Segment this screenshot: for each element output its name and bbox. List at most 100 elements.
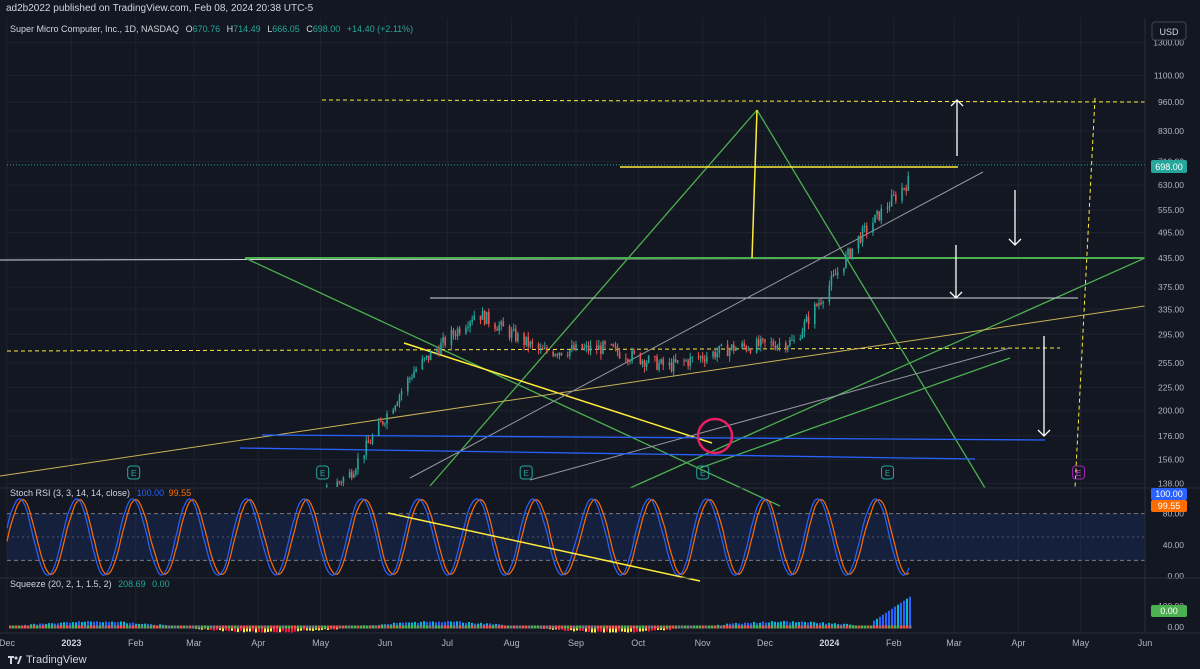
candle-body — [849, 249, 851, 258]
squeeze-bar — [906, 599, 908, 627]
candle-body — [683, 360, 685, 361]
candle-body — [602, 342, 604, 354]
squeeze-dot — [858, 626, 861, 629]
time-tick-label: 2024 — [819, 638, 839, 648]
squeeze-dot — [558, 626, 561, 629]
time-tick-label: Jul — [441, 638, 453, 648]
squeeze-dot — [813, 626, 816, 629]
squeeze-dot — [54, 626, 57, 629]
squeeze-dot — [735, 626, 738, 629]
candle-body — [486, 312, 488, 324]
squeeze-dot — [318, 626, 321, 629]
candle-body — [895, 195, 897, 201]
squeeze-dot — [465, 626, 468, 629]
squeeze-dot — [234, 626, 237, 629]
candle-body — [343, 478, 345, 483]
candle-body — [758, 339, 760, 345]
rsi-k-tag: 100.00 — [1151, 488, 1187, 500]
squeeze-dot — [423, 626, 426, 629]
squeeze-dot — [855, 626, 858, 629]
candle-body — [581, 344, 583, 349]
candle-body — [399, 395, 401, 403]
squeeze-bar — [897, 605, 899, 627]
candle-body — [687, 360, 689, 365]
tradingview-logo-icon — [8, 653, 22, 667]
squeeze-dot — [633, 626, 636, 629]
squeeze-dot — [549, 626, 552, 629]
candle-body — [384, 424, 386, 425]
squeeze-dot — [552, 626, 555, 629]
tradingview-brand: TradingView — [26, 651, 87, 669]
currency-button[interactable]: USD — [1152, 22, 1186, 40]
time-tick-label: 2023 — [61, 638, 81, 648]
rsi-k-value: 100.00 — [137, 488, 165, 498]
candle-body — [704, 359, 706, 361]
squeeze-dot — [864, 626, 867, 629]
candle-body — [615, 346, 617, 347]
candle-body — [872, 223, 874, 233]
squeeze-bar — [900, 603, 902, 627]
squeeze-dot — [147, 626, 150, 629]
candle-body — [365, 441, 367, 456]
squeeze-dot — [228, 626, 231, 629]
candle-body — [907, 176, 909, 191]
chart-canvas[interactable]: E E E E E E 80.00 40.00 0.00 100.00 0.00 1300.00… — [0, 18, 1200, 651]
candle-body — [515, 329, 517, 341]
squeeze-dot — [60, 626, 63, 629]
candle-body — [743, 343, 745, 346]
squeeze-dot — [9, 626, 12, 629]
candle-body — [847, 249, 849, 255]
squeeze-dot — [507, 626, 510, 629]
squeeze-dot — [630, 626, 633, 629]
squeeze-dot — [438, 626, 441, 629]
candle-body — [571, 345, 573, 350]
squeeze-dot — [768, 626, 771, 629]
squeeze-dot — [363, 626, 366, 629]
squeeze-bar — [882, 615, 884, 627]
squeeze-dot — [480, 626, 483, 629]
squeeze-dot — [435, 626, 438, 629]
candle-body — [617, 346, 619, 352]
candle-body — [729, 349, 731, 356]
candle-body — [613, 344, 615, 346]
time-tick-label: Aug — [504, 638, 520, 648]
squeeze-dot — [885, 626, 888, 629]
rsi-d-tag-text: 99.55 — [1158, 501, 1181, 511]
candle-body — [473, 316, 475, 320]
squeeze-dot — [648, 626, 651, 629]
candle-body — [500, 321, 502, 325]
time-tick-label: Jun — [378, 638, 393, 648]
squeeze-dot — [816, 626, 819, 629]
time-tick-label: Mar — [186, 638, 202, 648]
candle-body — [542, 348, 544, 349]
squeeze-dot — [87, 626, 90, 629]
candle-body — [644, 361, 646, 367]
squeeze-dot — [798, 626, 801, 629]
candle-body — [654, 356, 656, 357]
candle-body — [756, 339, 758, 353]
candle-body — [588, 345, 590, 351]
squeeze-dot — [351, 626, 354, 629]
candle-body — [814, 304, 816, 324]
candle-body — [496, 329, 498, 331]
candle-body — [355, 470, 357, 475]
earnings-marker-label: E — [885, 469, 890, 478]
candle-body — [660, 359, 662, 363]
squeeze-dot — [525, 626, 528, 629]
squeeze-dot — [708, 626, 711, 629]
squeeze-dot — [132, 626, 135, 629]
squeeze-dot — [741, 626, 744, 629]
squeeze-dot — [309, 626, 312, 629]
candle-body — [669, 363, 671, 366]
squeeze-dot — [282, 626, 285, 629]
squeeze-dot — [57, 626, 60, 629]
squeeze-dot — [129, 626, 132, 629]
candle-body — [818, 303, 820, 306]
squeeze-dot — [156, 626, 159, 629]
squeeze-dot — [402, 626, 405, 629]
candle-body — [860, 236, 862, 243]
squeeze-dot — [354, 626, 357, 629]
candle-body — [772, 342, 774, 346]
squeeze-dot — [711, 626, 714, 629]
squeeze-dot — [99, 626, 102, 629]
